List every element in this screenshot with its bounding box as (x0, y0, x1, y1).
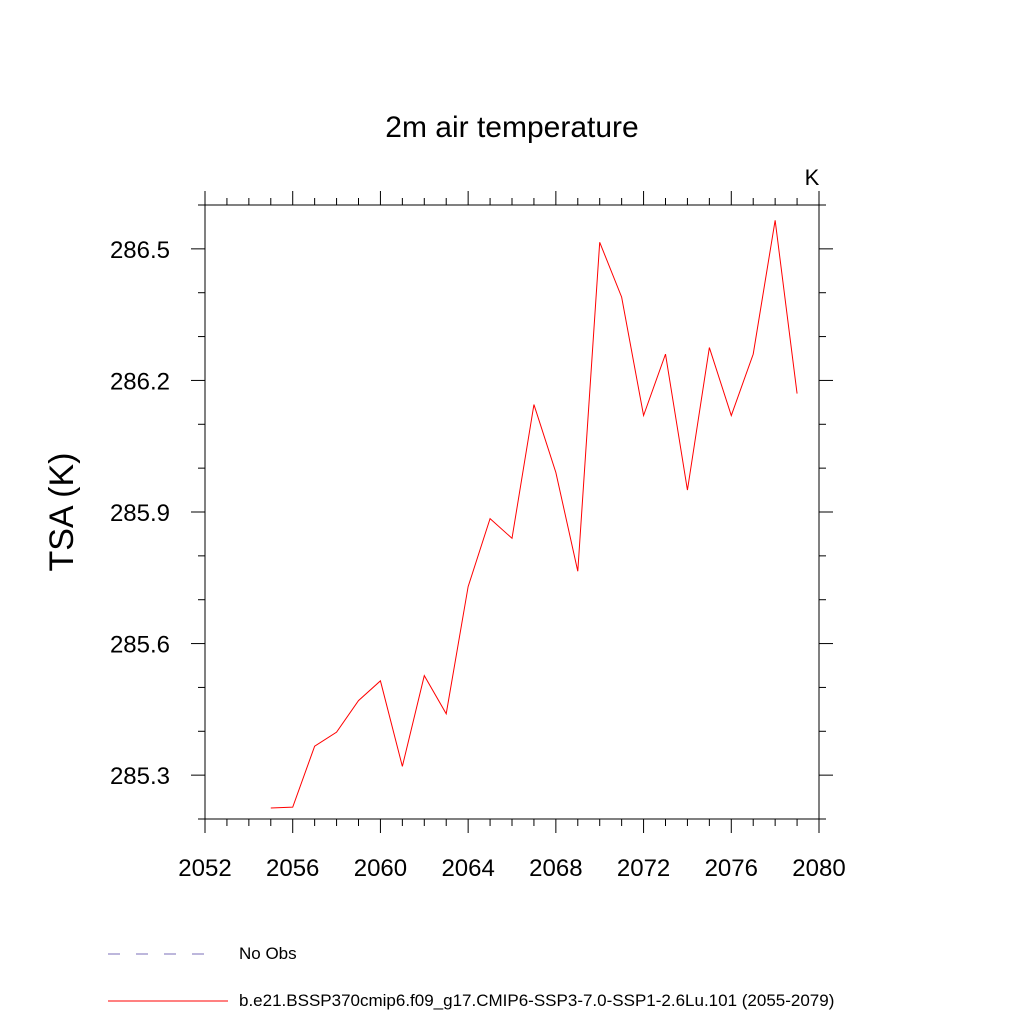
x-tick-label: 2068 (529, 855, 582, 882)
series-lines (270, 220, 798, 809)
y-tick-label: 285.3 (110, 763, 170, 790)
series-line-0 (270, 220, 798, 809)
units-label: K (805, 165, 820, 190)
y-axis-label: TSA (K) (43, 452, 81, 571)
axis-ticks (191, 191, 833, 833)
x-tick-label: 2080 (792, 855, 845, 882)
chart-title: 2m air temperature (385, 111, 638, 144)
y-tick-label: 286.5 (110, 237, 170, 264)
x-tick-label: 2064 (441, 855, 494, 882)
y-tick-label: 285.9 (110, 500, 170, 527)
legend-label-model-run: b.e21.BSSP370cmip6.f09_g17.CMIP6-SSP3-7.… (239, 991, 834, 1010)
legend-label-no-obs: No Obs (239, 944, 297, 963)
x-tick-label: 2052 (178, 855, 231, 882)
y-tick-label: 286.2 (110, 368, 170, 395)
x-tick-labels: 2052 2056 2060 2064 2068 2072 2076 2080 (178, 855, 845, 882)
x-tick-label: 2076 (705, 855, 758, 882)
y-tick-labels: 285.3 285.6 285.9 286.2 286.5 (110, 237, 170, 790)
x-tick-label: 2072 (617, 855, 670, 882)
y-tick-label: 285.6 (110, 632, 170, 659)
x-tick-label: 2056 (266, 855, 319, 882)
legend: No Obs b.e21.BSSP370cmip6.f09_g17.CMIP6-… (108, 944, 834, 1010)
x-tick-label: 2060 (354, 855, 407, 882)
plot-frame (204, 204, 820, 820)
